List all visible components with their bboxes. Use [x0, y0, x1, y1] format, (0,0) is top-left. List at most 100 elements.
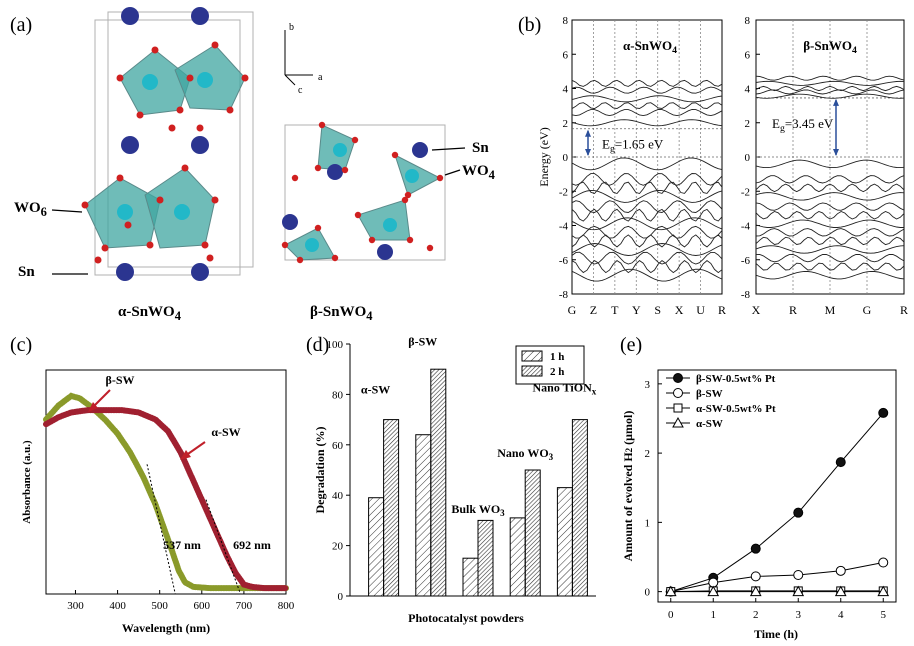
deg-category-label: Bulk WO3 — [451, 502, 505, 518]
axis-c-line — [284, 74, 296, 86]
alpha-sn-atom — [121, 136, 139, 154]
alpha-w-atom — [174, 204, 190, 220]
alpha-caption-sub: 4 — [174, 309, 181, 323]
beta-o-atom — [401, 196, 409, 204]
alpha-cell-front — [94, 19, 241, 276]
panel-e-label: (e) — [620, 334, 643, 356]
beta-o-atom — [436, 174, 444, 182]
band-line — [755, 202, 905, 211]
deg-bar — [509, 517, 526, 597]
deg-bar — [571, 419, 588, 597]
alpha-o-atom — [176, 106, 184, 114]
alpha-o-atom — [186, 74, 194, 82]
band-gap-arrowhead-down — [585, 149, 591, 156]
band-gap-label-left: Eg=1.65 eV — [602, 136, 664, 154]
beta-caption-sub: 4 — [366, 309, 373, 323]
band-ytick-left: -2 — [559, 186, 568, 198]
alpha-o-atom — [201, 241, 209, 249]
alpha-sn-atom — [191, 263, 209, 281]
axis-a-label: a — [318, 72, 323, 83]
deg-bar — [430, 368, 447, 597]
deg-legend-label: 2 h — [550, 366, 564, 378]
h2-legend-label: β-SW-0.5wt% Pt — [696, 373, 776, 385]
band-line — [755, 192, 905, 201]
band-structure-chart: Energy (eV)8 86 64 42 20 0-2 -2-4 -4-6 -6-8 -8G Z T… — [537, 15, 908, 317]
band-ytick-left: 4 — [563, 84, 569, 96]
band-line — [755, 175, 905, 184]
deg-legend-swatch — [521, 350, 543, 362]
band-ytick-right: 6 — [745, 49, 751, 61]
deg-ytick: 100 — [327, 339, 344, 351]
h2-xtick: 2 — [753, 609, 759, 621]
alpha-o-atom — [101, 244, 109, 252]
beta-o-atom — [391, 151, 399, 159]
alpha-o-atom — [124, 221, 132, 229]
deg-bar — [383, 419, 400, 597]
band-line — [755, 236, 905, 246]
panel-b-label: (b) — [518, 14, 542, 36]
band-gap-arrowhead-up — [833, 98, 839, 106]
band-line — [571, 79, 723, 87]
band-line — [755, 270, 905, 280]
h2-point — [834, 585, 847, 597]
beta-sn-atom — [282, 214, 298, 230]
alpha-o-atom — [226, 106, 234, 114]
h2-xlabel: Time (h) — [754, 627, 798, 641]
h2-legend-label: α-SW-0.5wt% Pt — [696, 403, 776, 415]
band-xtick: Z — [590, 303, 597, 317]
beta-w-atom — [405, 169, 419, 183]
h2-legend-marker — [673, 403, 683, 413]
beta-o-atom — [406, 236, 414, 244]
h2-point — [877, 585, 890, 597]
alpha-o-atom — [116, 174, 124, 182]
band-xtick: G — [568, 303, 577, 317]
beta-o-atom — [318, 121, 326, 129]
beta-o-atom — [291, 174, 299, 182]
band-ytick-left: 0 — [563, 152, 569, 164]
alpha-sn-atom — [191, 7, 209, 25]
band-gap-arrowhead-down — [833, 149, 839, 156]
beta-o-atom — [404, 191, 412, 199]
beta-w-atom — [333, 143, 347, 157]
h2-legend-marker — [673, 373, 683, 383]
band-xtick: R — [718, 303, 726, 317]
h2-point — [792, 585, 805, 597]
wo4-label-text: WO — [462, 163, 489, 179]
panel-d-label: (d) — [306, 334, 330, 356]
abs-annot-692: 692 nm — [233, 538, 271, 552]
band-line — [571, 268, 723, 282]
h2-frame — [657, 369, 897, 603]
band-line — [755, 245, 905, 254]
deg-category-label: β-SW — [408, 335, 437, 349]
abs-series-alpha — [43, 407, 289, 592]
deg-legend-swatch — [521, 365, 543, 377]
alpha-o-atom — [211, 41, 219, 49]
band-title-left: α-SnWO4 — [623, 38, 677, 56]
band-ytick-left: 2 — [563, 118, 569, 130]
h2-legend-label: β-SW — [696, 388, 723, 400]
beta-o-atom — [281, 241, 289, 249]
sn-label-left: Sn — [18, 264, 35, 280]
deg-category-label: Nano WO3 — [497, 446, 553, 462]
beta-o-atom — [331, 254, 339, 262]
alpha-o-atom — [196, 124, 204, 132]
deg-category-label: α-SW — [361, 382, 390, 396]
band-xtick: R — [900, 303, 908, 317]
h2-point — [707, 585, 720, 597]
deg-bar — [368, 497, 385, 597]
band-line — [571, 225, 723, 239]
band-line — [755, 93, 905, 99]
alpha-o-atom — [151, 46, 159, 54]
abs-xtick: 300 — [67, 600, 84, 612]
h2-point — [835, 457, 846, 468]
h2-ytick: 1 — [645, 517, 651, 529]
band-line — [755, 262, 905, 271]
h2-legend-marker — [673, 388, 683, 398]
abs-xtick: 700 — [236, 600, 253, 612]
h2-series-line — [670, 412, 884, 593]
abs-xlabel: Wavelength (nm) — [122, 621, 210, 635]
axis-b-label: b — [289, 22, 294, 33]
deg-ylabel: Degradation (%) — [313, 427, 327, 514]
alpha-w-atom — [117, 204, 133, 220]
h2-point — [750, 571, 761, 582]
